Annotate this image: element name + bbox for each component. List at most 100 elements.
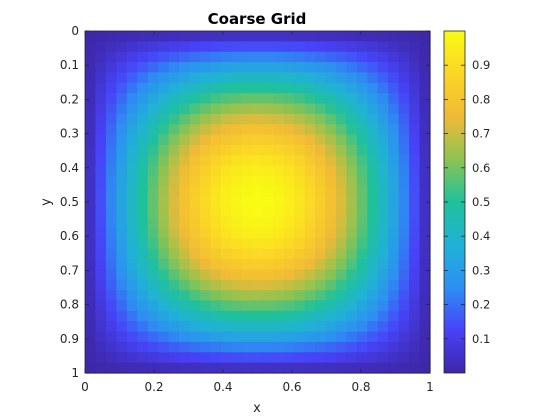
heatmap-cell [116, 300, 128, 312]
heatmap-cell [85, 248, 97, 260]
heatmap-cell [377, 72, 389, 84]
heatmap-cell [105, 227, 117, 239]
heatmap-cell [419, 248, 431, 260]
colorbar-tick-label: 0.7 [472, 127, 490, 141]
heatmap-cell [85, 93, 97, 105]
heatmap-cell [283, 207, 295, 219]
heatmap-cell [419, 217, 431, 229]
heatmap-cell [294, 279, 306, 291]
heatmap-cell [105, 124, 117, 136]
heatmap-cell [200, 238, 212, 250]
heatmap-cell [419, 321, 431, 333]
heatmap-cell [158, 290, 170, 302]
heatmap-cell [283, 82, 295, 94]
heatmap-cell [398, 176, 410, 188]
heatmap-cell [105, 41, 117, 53]
heatmap-cell [189, 145, 201, 156]
heatmap-cell [179, 341, 191, 353]
heatmap-cell [189, 72, 201, 84]
heatmap-cell [283, 124, 295, 136]
heatmap-cell [346, 82, 358, 94]
heatmap-cell [189, 321, 201, 333]
heatmap-cell [315, 362, 327, 374]
heatmap-cell [179, 259, 191, 270]
heatmap-cell [346, 352, 358, 364]
heatmap-cell [85, 321, 97, 333]
heatmap-cell [419, 207, 431, 219]
heatmap-cell [356, 269, 368, 281]
heatmap-cell [283, 341, 295, 353]
heatmap-cell [356, 134, 368, 146]
heatmap-cell [409, 238, 421, 250]
heatmap-cell [252, 362, 264, 374]
heatmap-cell [356, 31, 368, 42]
heatmap-cell [377, 186, 389, 198]
heatmap-cell [200, 362, 212, 374]
heatmap-cell [137, 290, 149, 302]
heatmap-cell [231, 186, 243, 198]
heatmap-cell [158, 186, 170, 198]
heatmap-cell [200, 41, 212, 53]
heatmap-cell [388, 217, 400, 229]
heatmap-cell [252, 62, 264, 74]
heatmap-cell [388, 331, 400, 343]
heatmap-cell [356, 300, 368, 312]
heatmap-cell [335, 269, 347, 281]
heatmap-cell [241, 217, 253, 229]
heatmap-cell [220, 331, 232, 343]
heatmap-cell [409, 176, 421, 188]
heatmap-cell [335, 290, 347, 302]
x-tick-label: 1 [426, 380, 434, 394]
heatmap-cell [419, 72, 431, 84]
heatmap-cell [335, 341, 347, 353]
heatmap-cell [85, 341, 97, 353]
heatmap-cell [398, 165, 410, 177]
heatmap-cell [294, 145, 306, 156]
x-tick-label: 0 [81, 380, 89, 394]
heatmap-cell [388, 51, 400, 63]
heatmap-cell [252, 93, 264, 105]
heatmap-cell [304, 62, 316, 74]
heatmap-cell [189, 103, 201, 115]
heatmap-cell [147, 352, 159, 364]
heatmap-cell [158, 279, 170, 291]
heatmap-cell [137, 62, 149, 74]
heatmap-cell [304, 176, 316, 188]
heatmap-cell [231, 362, 243, 374]
heatmap-cell [398, 207, 410, 219]
x-tick-label: 0.2 [144, 380, 163, 394]
heatmap-cell [116, 134, 128, 146]
heatmap-cell [189, 62, 201, 74]
heatmap-cell [294, 227, 306, 239]
heatmap-cell [220, 31, 232, 42]
heatmap-cell [220, 93, 232, 105]
heatmap-cell [189, 93, 201, 105]
heatmap-cell [210, 165, 222, 177]
heatmap-cell [95, 207, 107, 219]
heatmap-cell [252, 217, 264, 229]
heatmap-cell [200, 217, 212, 229]
heatmap-cell [335, 321, 347, 333]
colorbar-tick-label: 0.4 [472, 229, 490, 243]
heatmap-cell [252, 51, 264, 63]
heatmap-cell [304, 259, 316, 270]
heatmap-cell [356, 196, 368, 208]
heatmap-cell [262, 310, 274, 322]
heatmap-cell [200, 62, 212, 74]
heatmap-cell [158, 145, 170, 156]
heatmap-cell [377, 248, 389, 260]
heatmap-cell [283, 41, 295, 53]
heatmap-cell [262, 145, 274, 156]
heatmap-cell [200, 290, 212, 302]
heatmap-cell [262, 290, 274, 302]
heatmap-cell [283, 362, 295, 374]
heatmap-cell [95, 93, 107, 105]
heatmap-cell [315, 155, 327, 167]
x-tick-label: 0.8 [351, 380, 370, 394]
heatmap-cell [304, 238, 316, 250]
heatmap-cell [241, 321, 253, 333]
colorbar-tick-label: 0.2 [472, 298, 490, 312]
heatmap-cell [335, 72, 347, 84]
heatmap-cell [220, 72, 232, 84]
heatmap-cell [137, 82, 149, 94]
